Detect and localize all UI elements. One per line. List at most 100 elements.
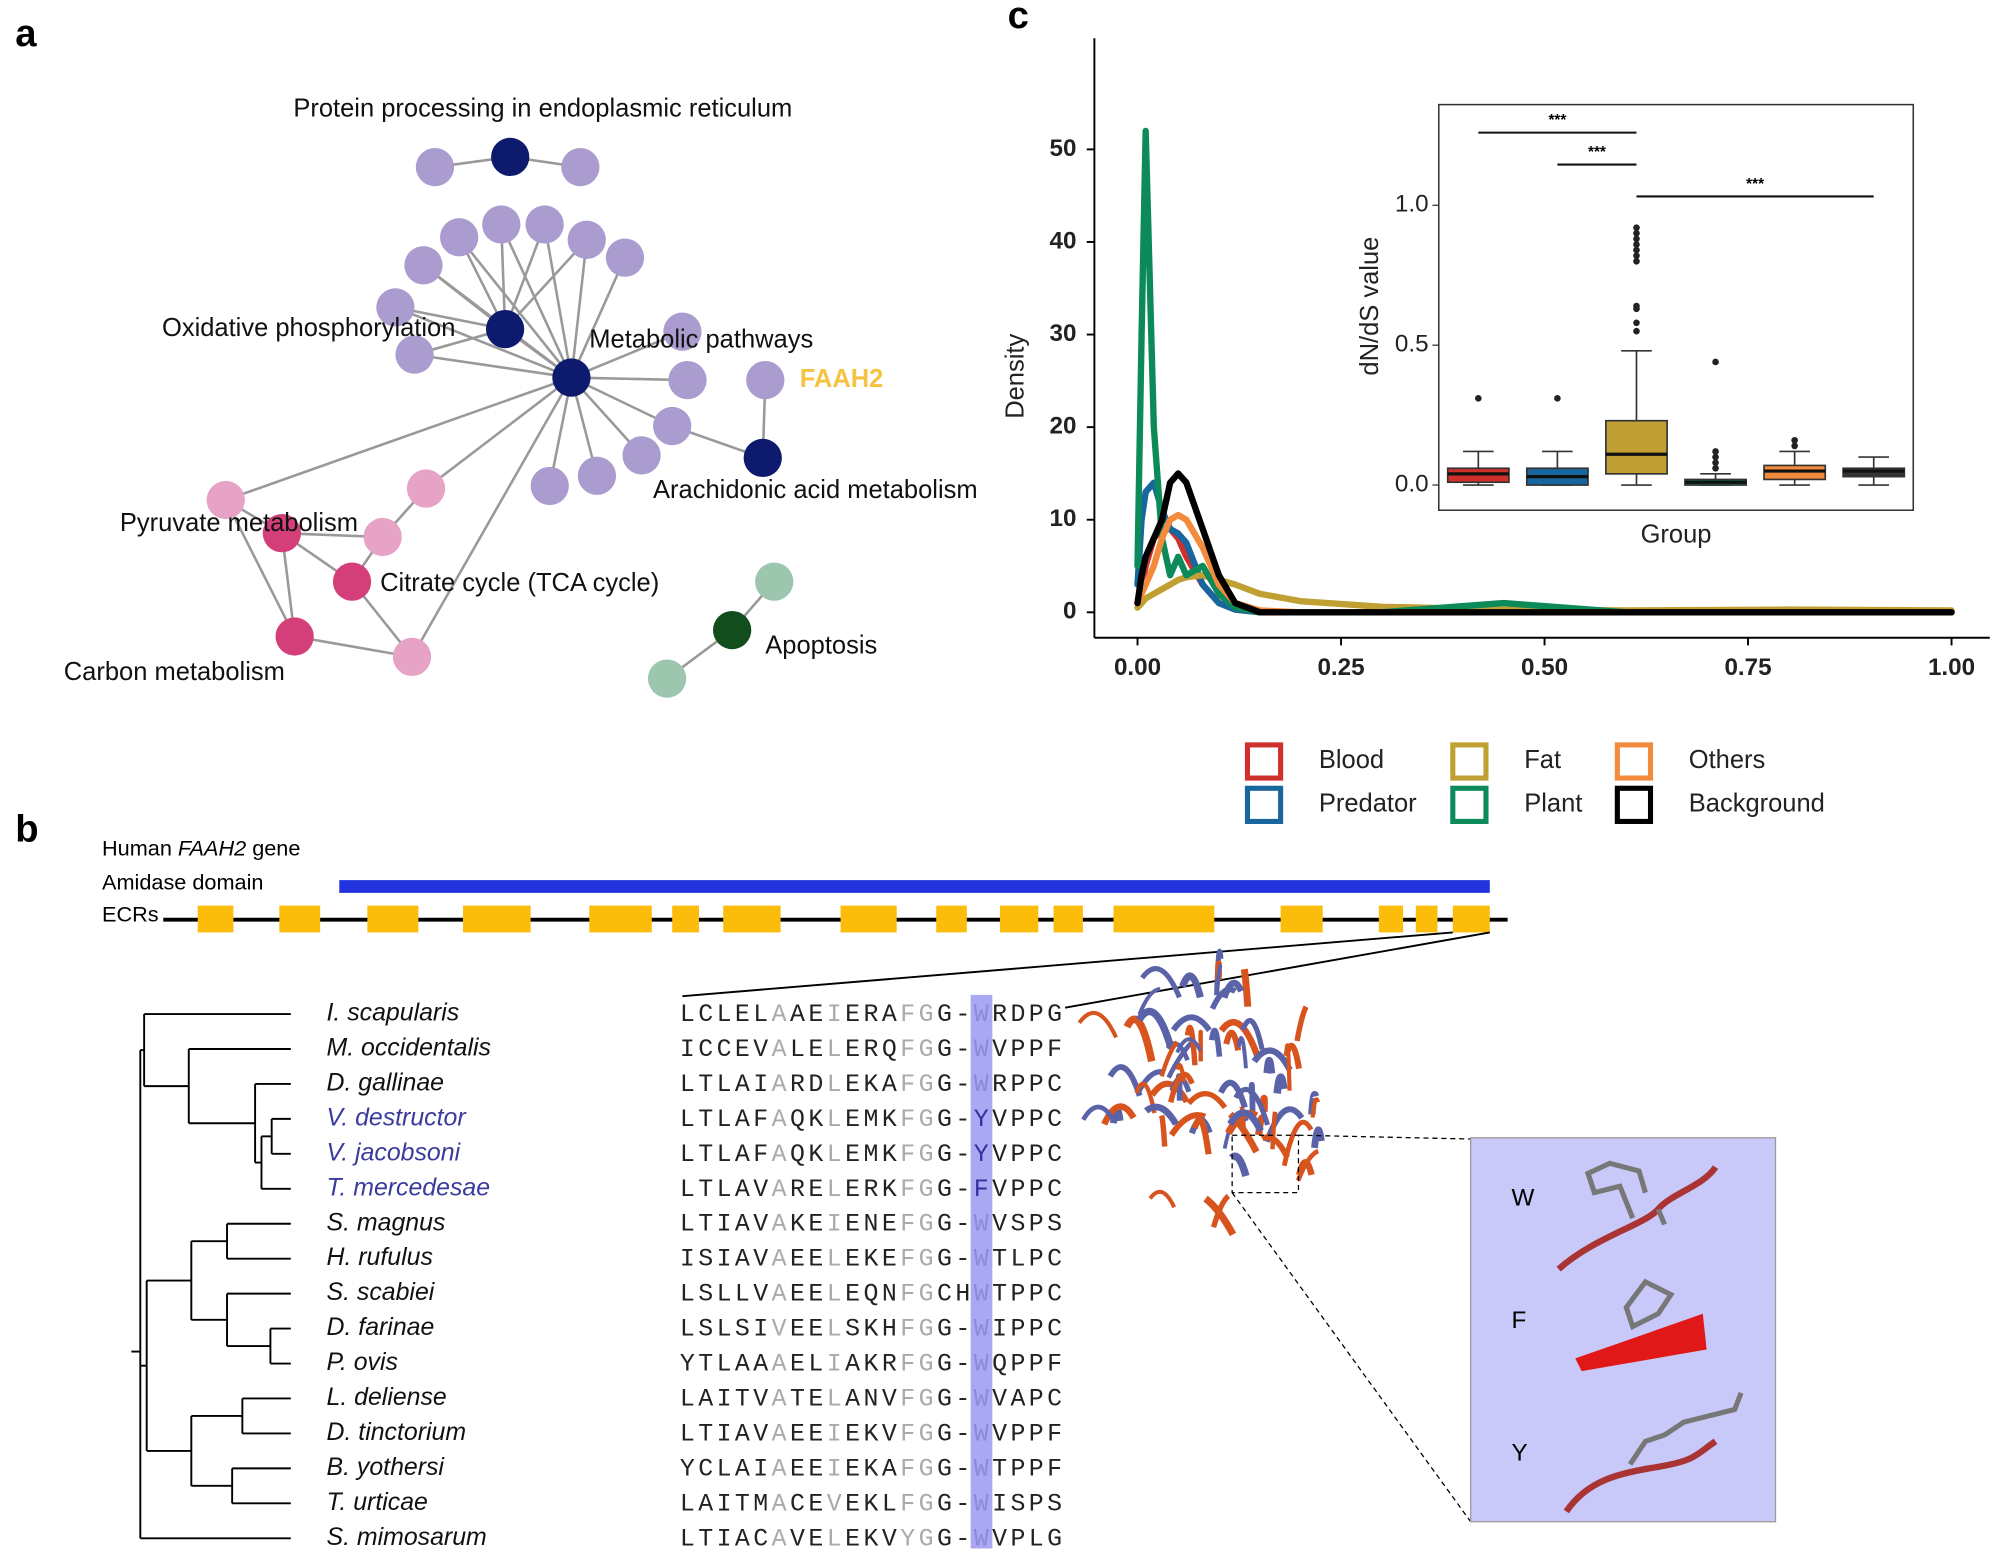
helix [1296,1158,1315,1176]
helix [1158,1114,1168,1147]
edge [571,376,688,382]
y-tick-label: 0 [1063,598,1076,625]
outlier [1791,442,1798,450]
zoom-line [1298,1134,1471,1140]
outlier [1791,436,1798,444]
helix [1311,1126,1325,1149]
helix [1101,1103,1137,1126]
node [392,637,432,677]
node [755,562,794,601]
node [530,466,569,506]
helix [1263,1056,1276,1074]
helix [1284,1043,1292,1091]
gene-title-part: FAAH2 [178,835,246,860]
species-name: I. scapularis [327,999,460,1027]
species-name: D. farinae [327,1313,435,1341]
outlier [1712,453,1719,461]
helix [1260,1134,1290,1159]
helix [1144,1103,1179,1126]
helix [1136,1007,1175,1049]
x-axis-label: Group [1641,520,1712,548]
helix [1233,1086,1270,1126]
amidase-domain [339,880,1490,893]
ecr-block [1113,905,1215,933]
outlier [1633,241,1640,248]
node-label: Protein processing in endoplasmic reticu… [293,94,792,122]
edge [394,306,572,379]
node [552,358,591,397]
node-label: Oxidative phosphorylation [162,314,455,342]
species-name: S. magnus [327,1208,446,1236]
helix [1191,1116,1212,1155]
species-name: T. urticae [327,1488,428,1516]
node [363,517,402,557]
helix [1227,1109,1264,1133]
species-name: M. occidentalis [327,1034,491,1062]
node [746,360,785,400]
y-tick-label: 20 [1050,413,1077,440]
helix [1148,1189,1177,1209]
legend-swatch [1244,742,1284,781]
species-name: T. mercedesae [327,1173,491,1201]
panel-label: b [15,808,38,851]
gene-title-part: Human [102,835,178,860]
outlier [1633,235,1640,243]
legend-label: Others [1689,746,1766,774]
helix [1175,1062,1186,1083]
ecr-block [197,905,234,933]
node-label: Apoptosis [765,631,877,659]
outlier [1475,395,1482,402]
helix [1218,1079,1248,1109]
ecr-block [1280,905,1323,933]
node [577,456,617,495]
y-tick-label: 30 [1050,320,1077,347]
node-label: Citrate cycle (TCA cycle) [380,569,659,597]
ecr-label: ECRs [102,902,159,927]
ecr-block [723,905,781,933]
node-label: Pyruvate metabolism [120,509,358,537]
node [332,562,372,601]
species-name: V. destructor [327,1103,468,1131]
side-chain [1584,1160,1667,1226]
node [376,288,415,327]
y-axis-label: dN/dS value [1356,237,1384,376]
outlier [1712,358,1719,366]
node [561,147,600,187]
ecr-block [367,905,419,933]
box-chart: 0.0 0.5 1.0 dN/dS value Group *** *** *** [1356,103,1915,548]
node-label: Metabolic pathways [589,325,813,353]
ecr-block [1000,905,1039,933]
helix [1228,1152,1250,1178]
node [491,137,530,177]
ecr-block [840,905,897,933]
density-line [1134,127,1955,616]
x-tick-label: 1.00 [1928,654,1975,681]
outlier [1633,224,1640,232]
outlier [1633,252,1640,259]
helix [1310,1097,1320,1118]
helix [1184,1024,1198,1066]
panel-label: c [1008,0,1029,37]
legend-swatch [1450,742,1489,781]
ecr-block [936,905,967,933]
node [663,312,702,351]
ecr-block [672,905,699,933]
outlier [1633,319,1640,327]
ecr-block [1378,905,1404,933]
helix [1208,1027,1223,1057]
species-name: D. gallinae [327,1069,444,1097]
outlier [1633,302,1640,310]
node-label: FAAH2 [800,365,884,393]
density-line [1134,511,1955,616]
species-name: L. deliense [327,1383,447,1411]
node [262,514,302,553]
